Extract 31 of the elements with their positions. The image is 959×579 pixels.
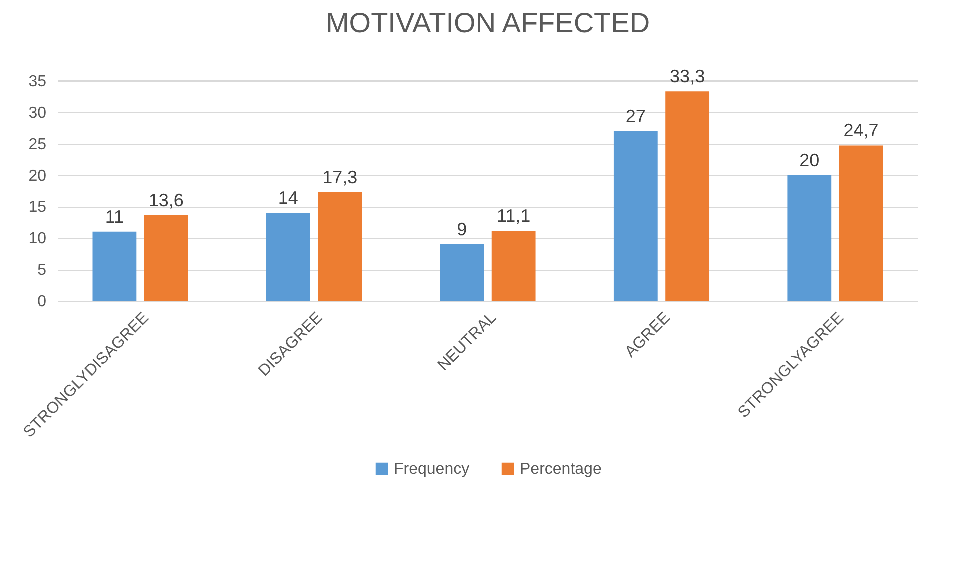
y-tick-label: 25: [28, 136, 47, 154]
bar: [492, 231, 536, 301]
bar: [839, 146, 884, 301]
data-label: 17,3: [322, 167, 358, 188]
legend-label: Frequency: [394, 461, 470, 478]
y-tick-label: 20: [28, 168, 47, 185]
data-label: 20: [800, 150, 820, 170]
bar: [92, 232, 137, 301]
y-tick-label: 15: [28, 199, 47, 216]
data-label: 24,7: [844, 120, 879, 141]
data-label: 11,1: [496, 206, 531, 226]
data-label: 11: [105, 206, 124, 227]
bar: [666, 92, 710, 301]
chart-title: MOTIVATION AFFECTED: [326, 8, 650, 39]
y-tick-label: 0: [38, 294, 47, 310]
data-label: 13,6: [148, 190, 184, 211]
data-label: 27: [626, 106, 646, 126]
bar: [440, 244, 484, 301]
data-label: 14: [278, 188, 298, 208]
bar: [144, 216, 188, 301]
y-tick-label: 35: [28, 74, 47, 90]
legend-label: Percentage: [520, 461, 602, 478]
bar: [266, 213, 310, 301]
bar: [318, 192, 362, 301]
data-label: 33,3: [670, 66, 706, 87]
y-tick-label: 30: [28, 104, 47, 122]
y-tick-label: 10: [28, 230, 47, 248]
y-tick-label: 5: [38, 262, 47, 280]
data-label: 9: [457, 219, 468, 240]
bar: [614, 131, 658, 301]
bar: [788, 175, 832, 301]
